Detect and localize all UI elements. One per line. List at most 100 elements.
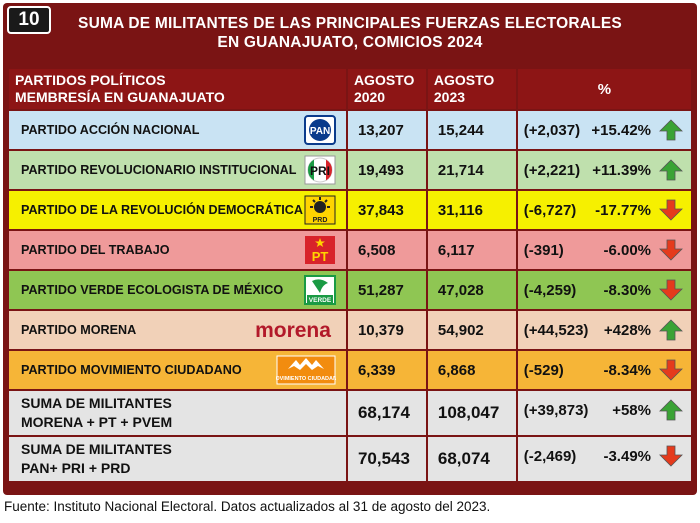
table-row: PARTIDO DE LA REVOLUCIÓN DEMOCRÁTICA PRD 3… bbox=[9, 191, 691, 229]
absolute-change: (+2,221) bbox=[523, 162, 581, 179]
svg-text:VERDE: VERDE bbox=[309, 297, 332, 304]
svg-text:PT: PT bbox=[312, 249, 329, 264]
value-2020: 6,339 bbox=[347, 351, 426, 389]
summary-row: SUMA DE MILITANTES MORENA + PT + PVEM 68,1… bbox=[9, 391, 691, 435]
summary-change-cell: (-2,469) -3.49% bbox=[517, 437, 691, 481]
party-name-cell: PARTIDO REVOLUCIONARIO INSTITUCIONAL PRI bbox=[9, 151, 346, 189]
pvem-logo: VERDE bbox=[303, 275, 336, 305]
value-2023: 31,116 bbox=[427, 191, 516, 229]
arrow-down-icon bbox=[659, 279, 683, 301]
svg-text:morena: morena bbox=[255, 319, 331, 342]
percent-change: +11.39% bbox=[592, 162, 651, 179]
party-name-cell: PARTIDO MORENA morena bbox=[9, 311, 346, 349]
table-row: PARTIDO ACCIÓN NACIONAL PAN 13,207 15,244 (+… bbox=[9, 111, 691, 149]
party-name-cell: PARTIDO DE LA REVOLUCIÓN DEMOCRÁTICA PRD bbox=[9, 191, 346, 229]
change-cell: (-529) -8.34% bbox=[517, 351, 691, 389]
value-2020: 13,207 bbox=[347, 111, 426, 149]
absolute-change: (-529) bbox=[523, 362, 564, 379]
absolute-change: (-391) bbox=[523, 242, 564, 259]
party-name-cell: PARTIDO DEL TRABAJO PT bbox=[9, 231, 346, 269]
percent-change: -17.77% bbox=[595, 202, 651, 219]
value-2020: 51,287 bbox=[347, 271, 426, 309]
party-name-cell: PARTIDO ACCIÓN NACIONAL PAN bbox=[9, 111, 346, 149]
party-name: PARTIDO REVOLUCIONARIO INSTITUCIONAL bbox=[21, 163, 297, 177]
header-parties-line-1: PARTIDOS POLÍTICOS bbox=[15, 72, 166, 88]
percent-change: -6.00% bbox=[603, 242, 651, 259]
title-line-2: EN GUANAJUATO, COMICIOS 2024 bbox=[217, 34, 483, 51]
header-2020: AGOSTO 2020 bbox=[347, 69, 426, 109]
svg-text:PRI: PRI bbox=[310, 164, 330, 178]
change-cell: (-391) -6.00% bbox=[517, 231, 691, 269]
header-parties-line-2: MEMBRESÍA EN GUANAJUATO bbox=[15, 89, 225, 105]
pri-logo: PRI bbox=[304, 155, 336, 185]
arrow-down-icon bbox=[659, 359, 683, 381]
morena-logo: morena bbox=[255, 319, 331, 342]
summary-absolute-change: (+39,873) bbox=[523, 402, 589, 419]
prd-logo: PRD bbox=[304, 195, 336, 225]
value-2020: 37,843 bbox=[347, 191, 426, 229]
summary-label-line-1: SUMA DE MILITANTES bbox=[21, 395, 172, 411]
svg-text:PAN: PAN bbox=[310, 126, 330, 137]
summary-row: SUMA DE MILITANTES PAN+ PRI + PRD 70,543 68… bbox=[9, 437, 691, 481]
absolute-change: (+2,037) bbox=[523, 122, 581, 139]
change-cell: (-6,727) -17.77% bbox=[517, 191, 691, 229]
arrow-down-icon bbox=[659, 445, 683, 467]
arrow-up-icon bbox=[659, 119, 683, 141]
summary-label-line-2: PAN+ PRI + PRD bbox=[21, 460, 131, 476]
mc-logo: MOVIMIENTO CIUDADANO bbox=[276, 355, 336, 385]
summary-change-cell: (+39,873) +58% bbox=[517, 391, 691, 435]
value-2023: 6,117 bbox=[427, 231, 516, 269]
summary-label-line-2: MORENA + PT + PVEM bbox=[21, 414, 173, 430]
header-2023: AGOSTO 2023 bbox=[427, 69, 516, 109]
value-2020: 6,508 bbox=[347, 231, 426, 269]
table-title: SUMA DE MILITANTES DE LAS PRINCIPALES FU… bbox=[60, 14, 640, 52]
source-note: Fuente: Instituto Nacional Electoral. Da… bbox=[4, 499, 491, 514]
header-parties: PARTIDOS POLÍTICOS MEMBRESÍA EN GUANAJUA… bbox=[9, 69, 346, 109]
summary-value-2020: 68,174 bbox=[347, 391, 426, 435]
value-2023: 47,028 bbox=[427, 271, 516, 309]
change-cell: (+2,037) +15.42% bbox=[517, 111, 691, 149]
value-2023: 6,868 bbox=[427, 351, 516, 389]
party-name-cell: PARTIDO MOVIMIENTO CIUDADANO MOVIMIENTO C… bbox=[9, 351, 346, 389]
change-cell: (+2,221) +11.39% bbox=[517, 151, 691, 189]
percent-change: -8.30% bbox=[603, 282, 651, 299]
party-name: PARTIDO DE LA REVOLUCIÓN DEMOCRÁTICA bbox=[21, 203, 303, 217]
summary-label-cell: SUMA DE MILITANTES MORENA + PT + PVEM bbox=[9, 391, 346, 435]
summary-label-line-1: SUMA DE MILITANTES bbox=[21, 441, 172, 457]
summary-label-cell: SUMA DE MILITANTES PAN+ PRI + PRD bbox=[9, 437, 346, 481]
summary-percent-change: +58% bbox=[612, 402, 651, 419]
party-name: PARTIDO MORENA bbox=[21, 323, 137, 337]
change-cell: (-4,259) -8.30% bbox=[517, 271, 691, 309]
absolute-change: (+44,523) bbox=[523, 322, 589, 339]
absolute-change: (-6,727) bbox=[523, 202, 577, 219]
pt-logo: PT bbox=[304, 236, 335, 264]
party-name: PARTIDO VERDE ECOLOGISTA DE MÉXICO bbox=[21, 283, 284, 297]
header-2023-line-2: 2023 bbox=[433, 89, 466, 105]
svg-text:PRD: PRD bbox=[313, 217, 328, 224]
party-name: PARTIDO ACCIÓN NACIONAL bbox=[21, 123, 200, 137]
svg-text:MOVIMIENTO CIUDADANO: MOVIMIENTO CIUDADANO bbox=[276, 376, 336, 382]
arrow-up-icon bbox=[659, 399, 683, 421]
header-row: PARTIDOS POLÍTICOS MEMBRESÍA EN GUANAJUA… bbox=[9, 69, 691, 109]
header-2020-line-2: 2020 bbox=[353, 89, 386, 105]
pan-logo: PAN bbox=[303, 115, 336, 145]
value-2023: 54,902 bbox=[427, 311, 516, 349]
figure-number-badge: 10 bbox=[7, 6, 51, 34]
summary-value-2020: 70,543 bbox=[347, 437, 426, 481]
value-2020: 10,379 bbox=[347, 311, 426, 349]
party-name: PARTIDO DEL TRABAJO bbox=[21, 243, 170, 257]
value-2023: 21,714 bbox=[427, 151, 516, 189]
arrow-up-icon bbox=[659, 159, 683, 181]
table-row: PARTIDO MOVIMIENTO CIUDADANO MOVIMIENTO C… bbox=[9, 351, 691, 389]
party-name: PARTIDO MOVIMIENTO CIUDADANO bbox=[21, 363, 242, 377]
summary-percent-change: -3.49% bbox=[603, 448, 651, 465]
table-row: PARTIDO DEL TRABAJO PT 6,508 6,117 (-391) -6.… bbox=[9, 231, 691, 269]
header-2020-line-1: AGOSTO bbox=[353, 72, 415, 88]
table-row: PARTIDO VERDE ECOLOGISTA DE MÉXICO VERDE 5… bbox=[9, 271, 691, 309]
party-name-cell: PARTIDO VERDE ECOLOGISTA DE MÉXICO VERDE bbox=[9, 271, 346, 309]
percent-change: -8.34% bbox=[603, 362, 651, 379]
arrow-down-icon bbox=[659, 199, 683, 221]
summary-value-2023: 68,074 bbox=[427, 437, 516, 481]
summary-absolute-change: (-2,469) bbox=[523, 448, 577, 465]
absolute-change: (-4,259) bbox=[523, 282, 577, 299]
